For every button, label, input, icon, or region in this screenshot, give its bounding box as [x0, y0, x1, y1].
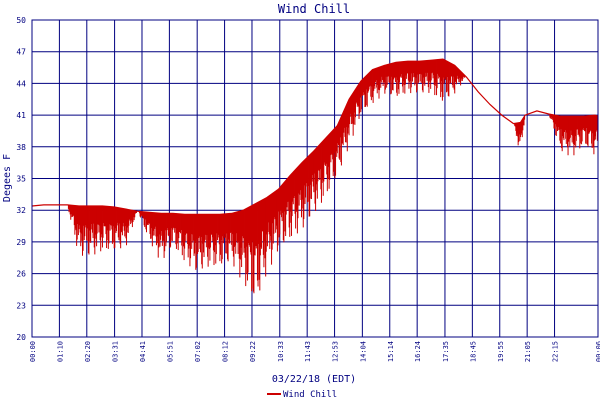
x-axis-label: 03/22/18 (EDT): [272, 374, 356, 385]
x-tick-label: 19:55: [497, 341, 505, 362]
legend-label: Wind Chill: [283, 390, 337, 400]
x-tick-label: 00:00: [29, 341, 37, 362]
x-tick-label: 03:31: [112, 341, 120, 362]
y-tick-label: 26: [16, 270, 26, 279]
x-tick-label: 00:06: [595, 341, 600, 362]
x-tick-label: 17:35: [442, 341, 450, 362]
y-tick-label: 47: [16, 48, 26, 57]
y-tick-label: 35: [16, 175, 26, 184]
y-tick-label: 23: [16, 301, 26, 310]
y-tick-label: 38: [16, 143, 26, 152]
y-axis-label: Degees F: [2, 154, 13, 202]
x-tick-label: 22:15: [552, 341, 560, 362]
y-tick-label: 20: [16, 333, 26, 342]
y-tick-label: 50: [16, 16, 26, 25]
x-tick-label: 05:51: [166, 341, 174, 362]
x-tick-label: 14:04: [359, 341, 367, 362]
chart-title: Wind Chill: [278, 2, 350, 16]
x-tick-label: 21:05: [524, 341, 532, 362]
y-tick-label: 41: [16, 111, 26, 120]
x-tick-label: 10:33: [277, 341, 285, 362]
x-tick-label: 09:22: [249, 341, 257, 362]
legend: Wind Chill: [267, 390, 337, 400]
x-tick-label: 11:43: [304, 341, 312, 362]
plot-border: [31, 19, 599, 338]
y-tick-label: 44: [16, 79, 26, 88]
x-tick-label: 02:20: [84, 341, 92, 362]
x-tick-label: 12:53: [332, 341, 340, 362]
x-tick-labels: 00:00 01:10 02:20 03:31 04:41 05:51 07:02 08:12…: [29, 341, 600, 362]
x-tick-label: 04:41: [139, 341, 147, 362]
x-tick-label: 08:12: [222, 341, 230, 362]
x-tick-label: 07:02: [194, 341, 202, 362]
y-tick-labels: 20 23 26 29 32 35 38 41 44 47 50: [16, 16, 26, 342]
series-line: [31, 58, 596, 215]
x-tick-label: 01:10: [56, 341, 64, 362]
x-tick-label: 16:24: [414, 341, 422, 362]
x-tick-label: 15:14: [387, 341, 395, 362]
y-tick-label: 29: [16, 238, 26, 247]
y-tick-label: 32: [16, 206, 26, 215]
series-wind-chill: [31, 58, 599, 294]
x-tick-label: 18:45: [469, 341, 477, 362]
